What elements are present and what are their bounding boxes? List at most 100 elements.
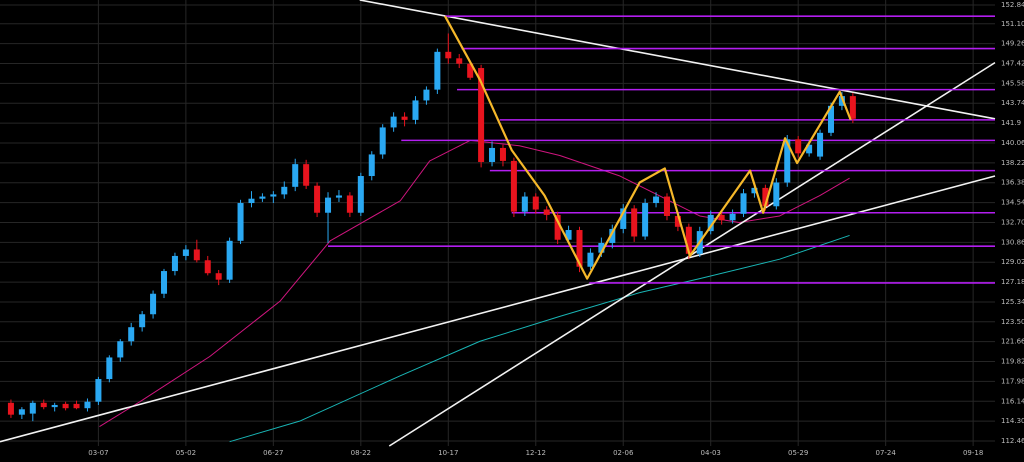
x-tick-label: 04-03 [701,449,721,457]
y-tick-label: 136.38 [1001,179,1024,187]
candle-body [543,209,550,215]
y-tick-label: 145.58 [1001,79,1024,87]
candle-body [674,215,681,227]
y-tick-label: 116.14 [1001,397,1024,405]
candle-body [281,186,288,195]
x-tick-label: 02-06 [613,449,634,457]
y-tick-label: 121.66 [1001,338,1024,346]
y-tick-label: 114.30 [1001,417,1024,425]
moving-average [229,234,850,443]
x-tick-label: 12-12 [526,449,546,457]
candle-body [182,249,189,256]
y-tick-label: 143.74 [1001,99,1024,107]
candle-body [456,58,463,64]
x-tick-label: 08-22 [351,449,371,457]
candle-body [314,185,321,213]
candle-body [849,96,856,119]
candle-body [117,341,124,358]
candle-body [587,252,594,267]
candle-body [740,193,747,214]
candle-body [554,214,561,240]
x-tick-label: 05-02 [176,449,196,457]
candle-body [773,182,780,207]
candle-body [193,249,200,261]
candle-body [292,164,299,187]
candle-body [412,100,419,120]
candle-body [631,208,638,237]
candle-body [325,197,332,213]
y-tick-label: 112.46 [1001,437,1024,445]
y-tick-label: 151.10 [1001,20,1024,28]
candle-body [51,404,58,408]
candle-body [390,116,397,128]
candle-body [368,154,375,177]
candle-body [204,260,211,274]
candle-body [707,214,714,232]
candle-body [467,63,474,78]
candle-body [838,96,845,106]
candle-body [478,68,485,162]
candle-body [73,403,80,409]
candle-body [806,144,813,154]
candle-body [685,226,692,254]
y-tick-label: 119.82 [1001,358,1024,366]
candle-body [762,187,769,207]
y-tick-label: 140.06 [1001,139,1024,147]
candle-body [335,195,342,198]
candle-body [434,51,441,90]
candle-body [237,203,244,241]
y-tick-label: 129.02 [1001,258,1024,266]
candle-body [565,230,572,240]
candle-body [620,208,627,229]
candle-body [379,127,386,155]
candle-body [423,89,430,101]
y-tick-label: 152.84 [1001,1,1024,9]
candle-body [95,379,102,402]
candle-body [270,194,277,197]
candle-body [128,327,135,342]
trend-line [359,0,996,120]
y-tick-label: 147.42 [1001,59,1024,67]
x-tick-label: 03-07 [88,449,108,457]
candle-body [532,196,539,210]
candle-body [259,196,266,199]
candle-body [576,230,583,267]
candle-body [521,196,528,212]
zigzag-line [444,15,852,280]
candle-body [106,357,113,380]
candle-body [499,147,506,161]
candle-body [171,255,178,272]
candle-body [489,147,496,162]
candle-body [150,293,157,315]
candle-body [84,401,91,409]
candle-body [445,51,452,59]
y-tick-label: 141.9 [1001,119,1021,127]
candle-body [653,196,660,204]
candle-body [7,402,14,415]
candle-body [642,203,649,237]
candle-body [718,214,725,221]
candle-body [29,402,36,414]
candle-body [795,139,802,154]
x-tick-label: 07-24 [875,449,896,457]
y-tick-label: 132.70 [1001,218,1024,226]
candle-body [161,271,168,294]
y-tick-label: 125.34 [1001,298,1024,306]
x-tick-label: 09-18 [963,449,983,457]
x-tick-label: 10-17 [438,449,458,457]
y-tick-label: 149.26 [1001,40,1024,48]
candle-body [510,160,517,212]
y-tick-label: 138.22 [1001,159,1024,167]
candle-body [40,402,47,408]
candle-body [827,105,834,133]
x-tick-label: 06-27 [263,449,283,457]
trend-line [0,175,996,443]
y-tick-label: 134.54 [1001,199,1024,207]
y-tick-label: 117.98 [1001,377,1024,385]
candle-body [729,213,736,221]
candle-body [248,198,255,204]
y-tick-label: 123.50 [1001,318,1024,326]
candle-body [357,176,364,213]
